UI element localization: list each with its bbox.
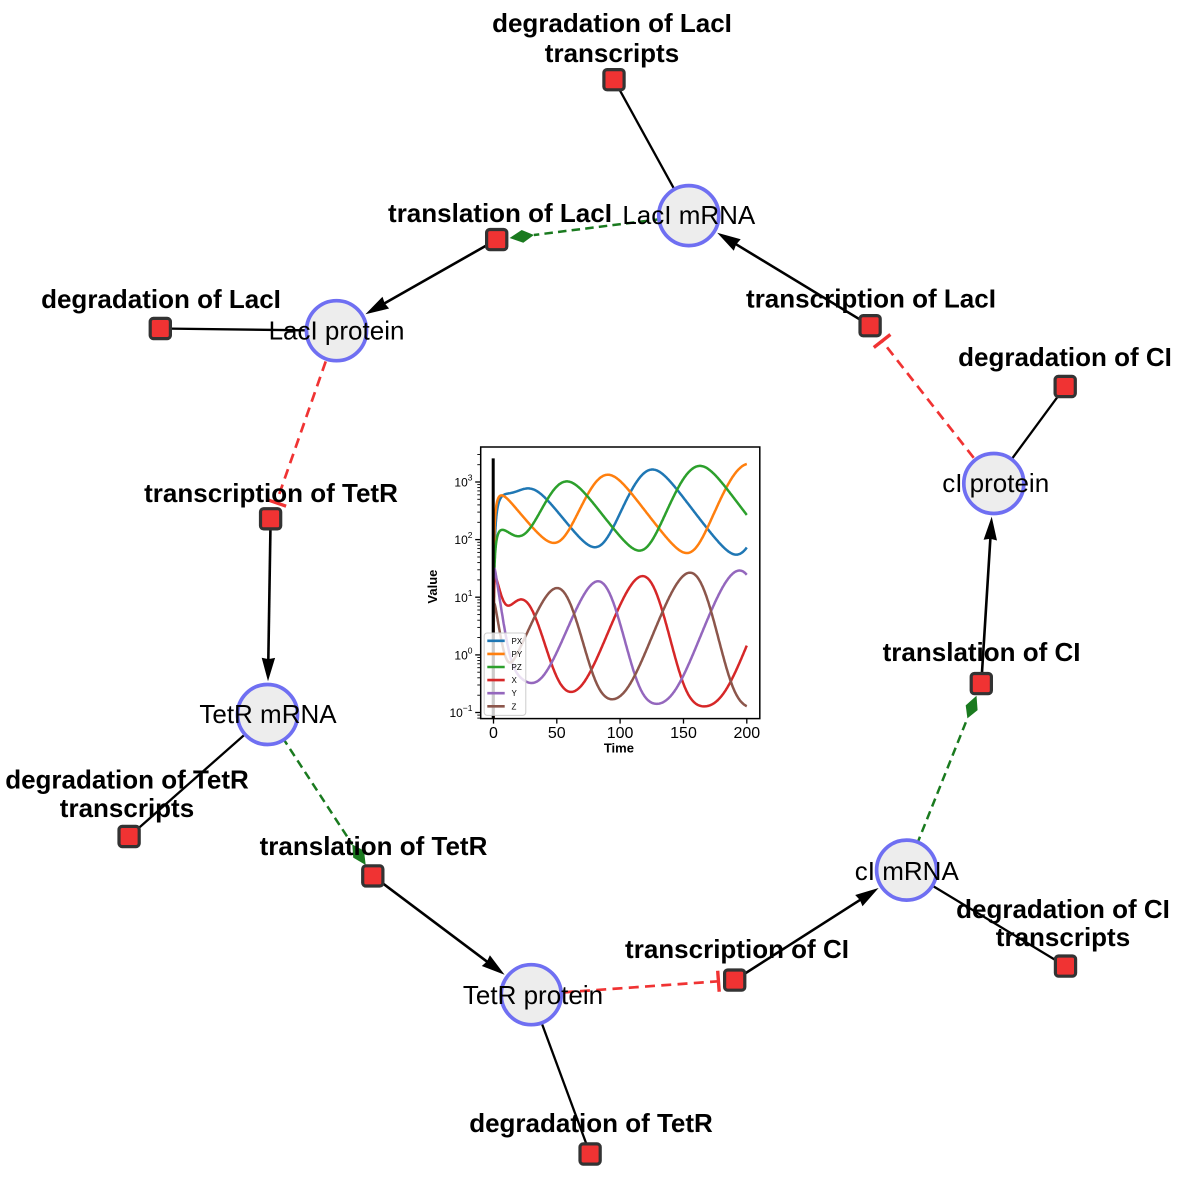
svg-text:degradation of TetR: degradation of TetR: [5, 765, 249, 795]
svg-text:translation of TetR: translation of TetR: [260, 831, 488, 861]
svg-text:10−1: 10−1: [449, 703, 472, 720]
svg-text:translation of LacI: translation of LacI: [388, 198, 612, 228]
svg-text:100: 100: [607, 725, 634, 742]
svg-text:TetR mRNA: TetR mRNA: [199, 699, 337, 729]
svg-text:200: 200: [733, 725, 760, 742]
svg-text:0: 0: [489, 725, 498, 742]
svg-text:102: 102: [454, 530, 472, 547]
svg-text:transcription of CI: transcription of CI: [625, 934, 849, 964]
svg-text:degradation of LacI: degradation of LacI: [492, 8, 732, 38]
svg-text:degradation of TetR: degradation of TetR: [469, 1108, 713, 1138]
svg-text:degradation of CI: degradation of CI: [958, 342, 1172, 372]
svg-text:Time: Time: [604, 741, 634, 756]
svg-text:Y: Y: [512, 689, 518, 698]
svg-text:50: 50: [548, 725, 566, 742]
svg-text:150: 150: [670, 725, 697, 742]
svg-text:Z: Z: [512, 702, 517, 711]
svg-text:transcription of LacI: transcription of LacI: [746, 283, 996, 313]
svg-text:transcripts: transcripts: [60, 793, 194, 823]
svg-text:cI protein: cI protein: [942, 468, 1049, 498]
svg-text:TetR protein: TetR protein: [463, 980, 603, 1010]
svg-text:100: 100: [454, 645, 472, 662]
svg-text:PZ: PZ: [512, 663, 522, 672]
svg-text:LacI mRNA: LacI mRNA: [622, 200, 756, 230]
svg-text:X: X: [512, 676, 518, 685]
svg-text:translation of CI: translation of CI: [883, 637, 1081, 667]
svg-text:transcription of TetR: transcription of TetR: [144, 478, 398, 508]
svg-text:LacI protein: LacI protein: [269, 315, 405, 345]
svg-text:PY: PY: [512, 650, 523, 659]
svg-text:103: 103: [454, 473, 472, 490]
svg-text:degradation of LacI: degradation of LacI: [41, 284, 281, 314]
svg-text:degradation of CI: degradation of CI: [956, 894, 1170, 924]
svg-text:101: 101: [454, 588, 472, 605]
svg-text:cI mRNA: cI mRNA: [855, 856, 960, 886]
svg-text:Value: Value: [425, 570, 440, 604]
svg-text:transcripts: transcripts: [545, 38, 679, 68]
svg-text:PX: PX: [512, 637, 523, 646]
svg-text:transcripts: transcripts: [996, 922, 1130, 952]
